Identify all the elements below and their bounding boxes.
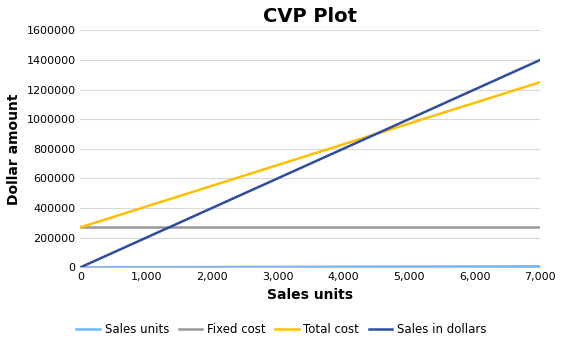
Y-axis label: Dollar amount: Dollar amount — [7, 93, 21, 204]
Title: CVP Plot: CVP Plot — [263, 7, 358, 26]
Legend: Sales units, Fixed cost, Total cost, Sales in dollars: Sales units, Fixed cost, Total cost, Sal… — [72, 318, 491, 341]
X-axis label: Sales units: Sales units — [267, 288, 354, 302]
